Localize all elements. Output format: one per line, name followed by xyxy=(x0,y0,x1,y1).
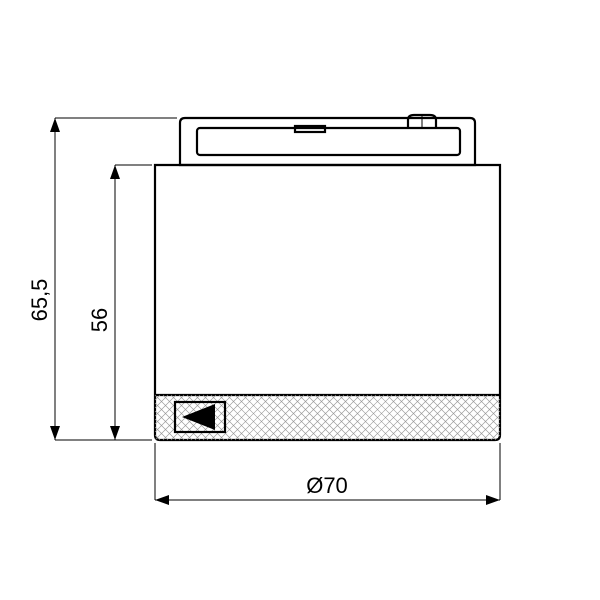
dim-height-body: 56 xyxy=(87,165,152,440)
dim-height-overall-text: 65,5 xyxy=(27,279,52,322)
cap-inner-recess xyxy=(197,128,460,155)
dim-diameter-text: Ø70 xyxy=(306,473,348,498)
dim-diameter: Ø70 xyxy=(155,443,500,505)
dim-height-body-text: 56 xyxy=(87,308,112,332)
cap-outer xyxy=(180,118,475,165)
